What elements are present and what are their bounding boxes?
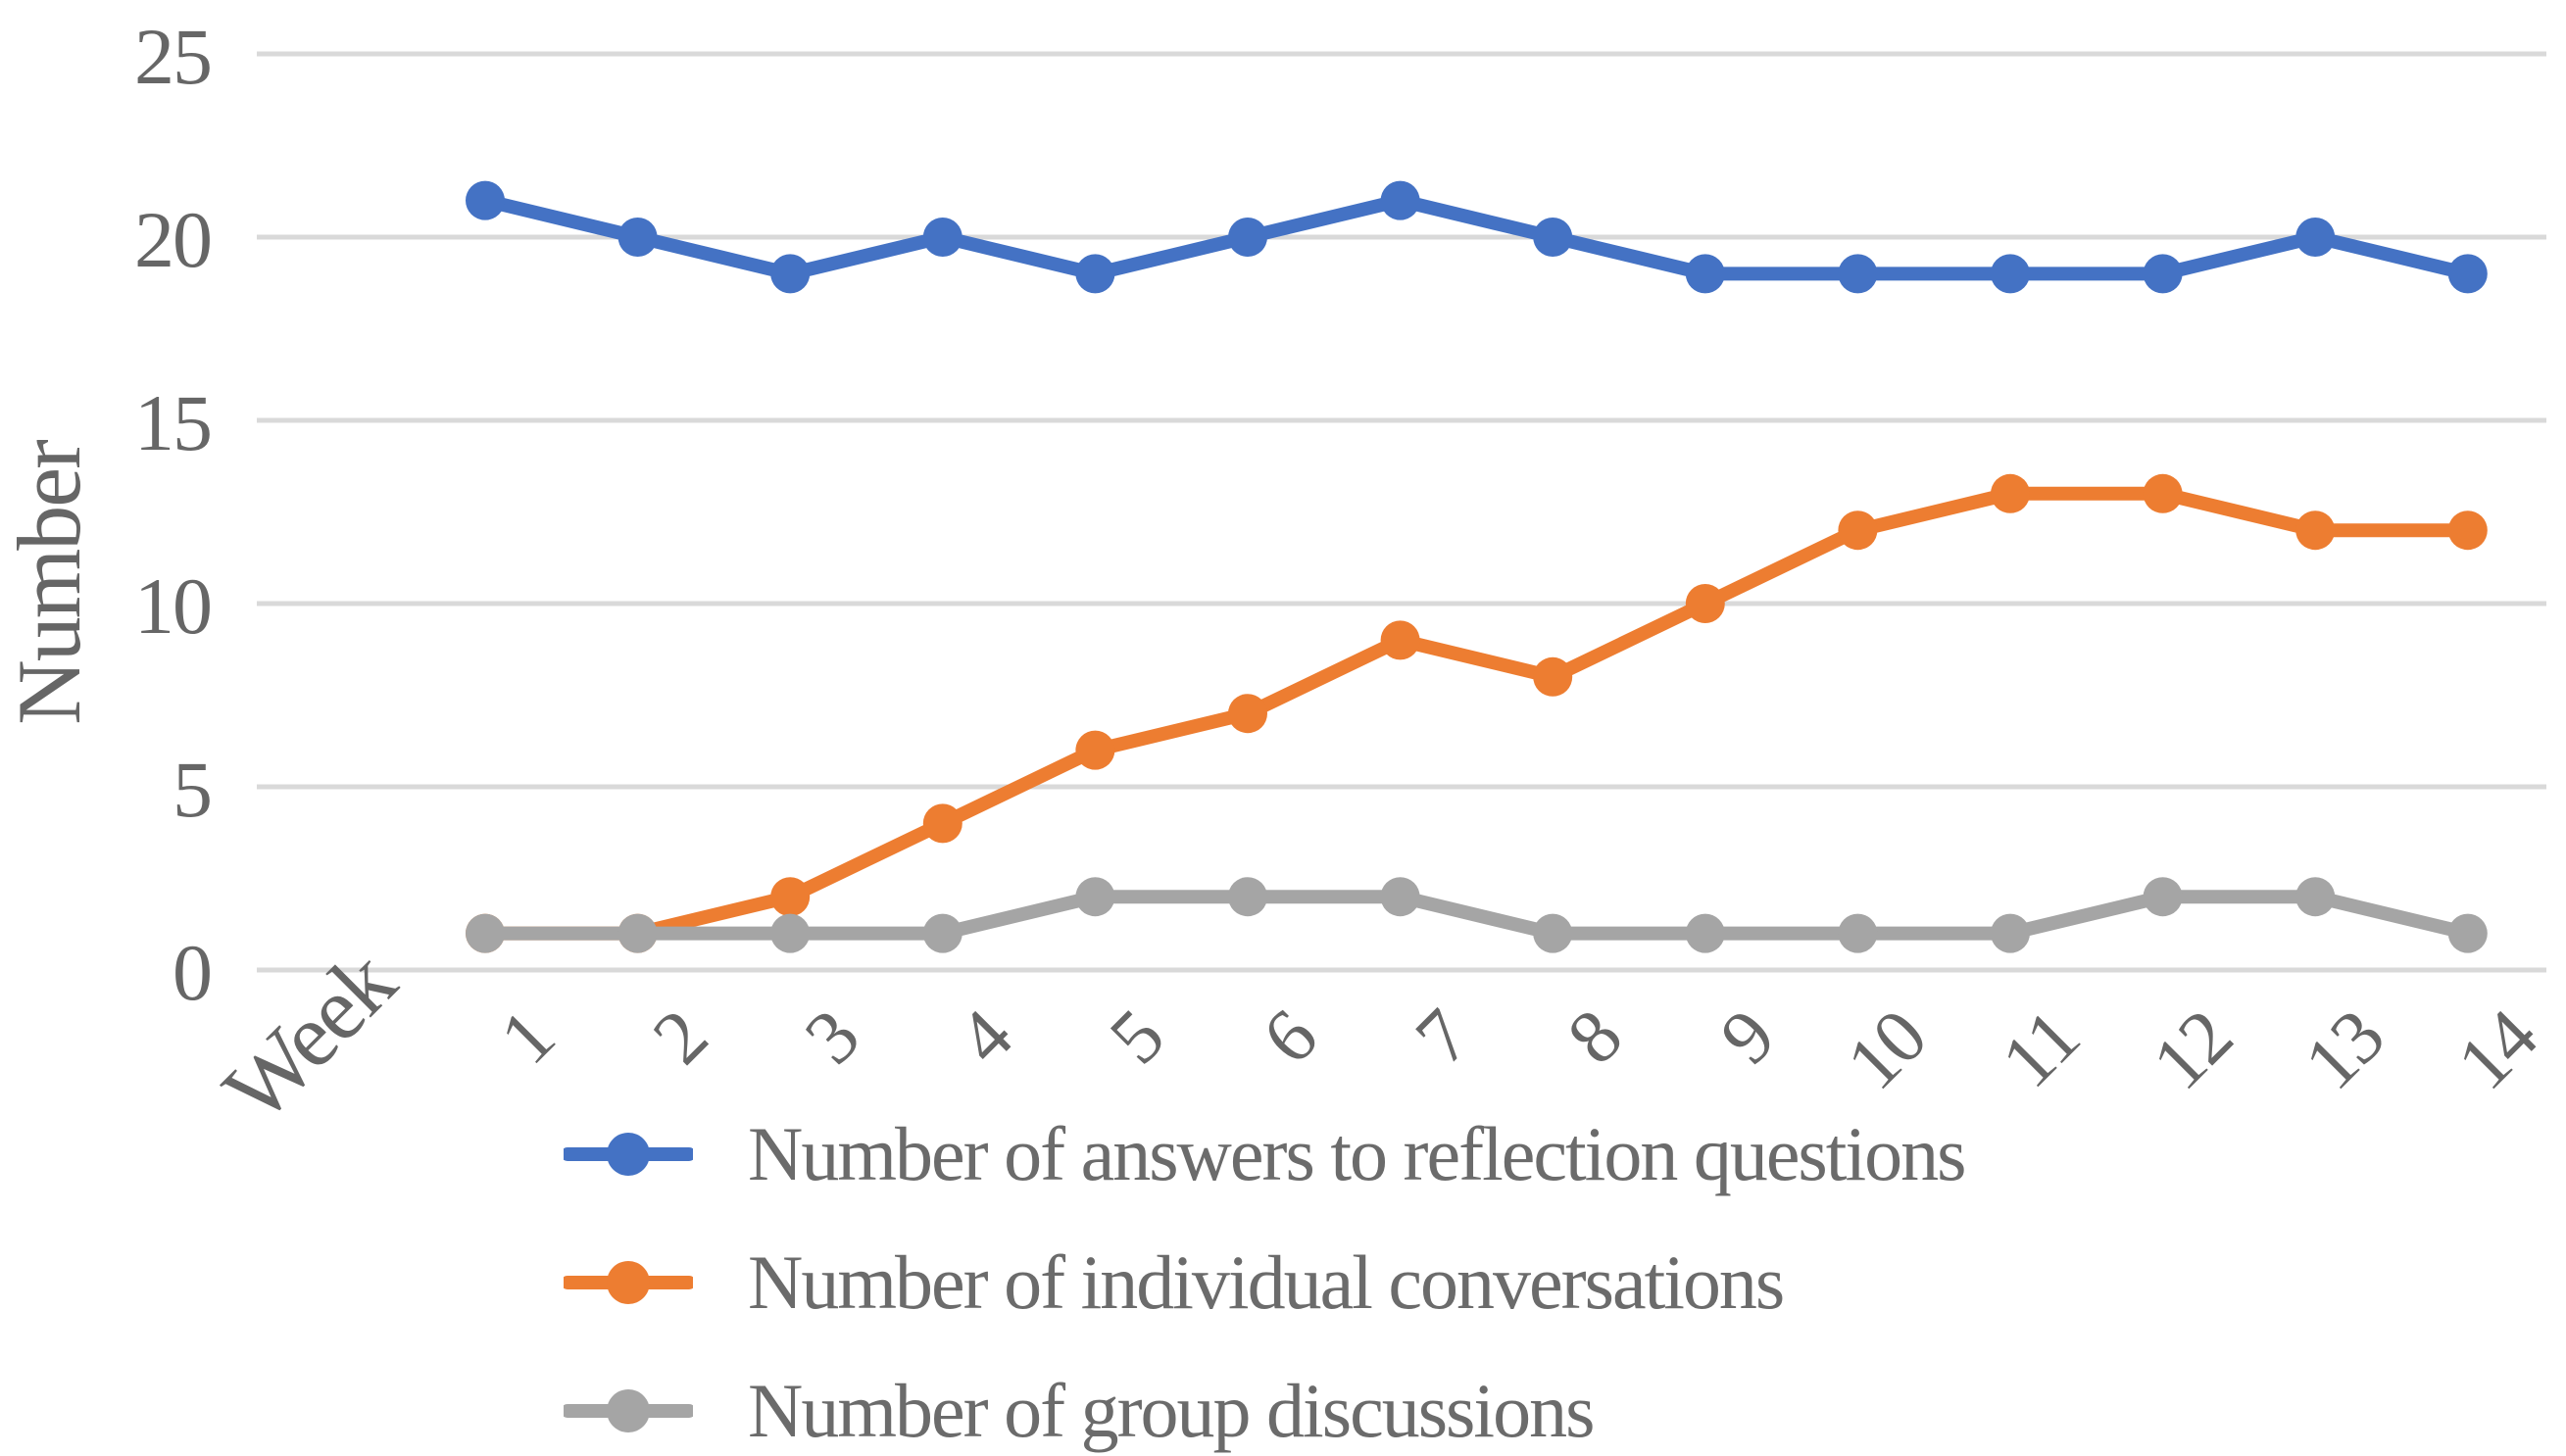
data-point (2143, 473, 2183, 513)
data-point (2295, 218, 2336, 257)
series-0 (466, 180, 2488, 294)
data-point (2143, 254, 2183, 294)
y-axis-title: Number (0, 441, 99, 725)
legend: Number of answers to reflection question… (564, 1105, 1966, 1456)
legend-label: Number of individual conversations (748, 1239, 1785, 1325)
data-point (922, 218, 962, 257)
data-point (1075, 877, 1115, 917)
data-point (617, 218, 658, 257)
data-point (1228, 694, 1267, 734)
data-point (466, 180, 505, 220)
legend-label: Number of answers to reflection question… (748, 1111, 1966, 1196)
data-point (2143, 877, 2183, 917)
y-tick-label-15: 15 (134, 378, 213, 467)
data-point (2447, 254, 2488, 294)
data-point (1838, 510, 1878, 551)
data-point (770, 254, 811, 294)
data-point (1685, 584, 1725, 623)
data-point (1075, 730, 1115, 770)
data-point (1991, 473, 2030, 513)
data-point (1991, 913, 2030, 953)
data-point (2295, 510, 2336, 551)
series-layer (466, 180, 2488, 953)
data-point (1838, 913, 1878, 953)
series-2 (466, 877, 2488, 953)
data-point (2295, 877, 2336, 917)
series-line-0 (478, 193, 2475, 281)
data-point (1075, 254, 1115, 294)
series-line-2 (478, 890, 2475, 941)
data-point (1533, 913, 1573, 953)
data-point (1991, 254, 2030, 294)
legend-item-conversations: Number of individual conversations (564, 1234, 1965, 1332)
y-tick-label-25: 25 (134, 12, 213, 101)
data-point (466, 913, 505, 953)
legend-line-marker-icon (564, 1133, 693, 1176)
data-point (1838, 254, 1878, 294)
data-point (1533, 218, 1573, 257)
data-point (1380, 180, 1420, 220)
data-point (770, 877, 811, 917)
y-tick-label-20: 20 (134, 195, 213, 284)
data-point (617, 913, 658, 953)
legend-line-marker-icon (564, 1261, 693, 1304)
y-tick-label-10: 10 (134, 561, 213, 651)
data-point (922, 913, 962, 953)
legend-label: Number of group discussions (748, 1368, 1595, 1453)
data-point (1533, 656, 1573, 697)
data-point (1685, 913, 1725, 953)
series-1 (466, 473, 2488, 953)
data-point (1228, 218, 1267, 257)
legend-item-answers: Number of answers to reflection question… (564, 1105, 1966, 1203)
series-line-1 (478, 486, 2475, 941)
legend-line-marker-icon (564, 1389, 693, 1432)
data-point (1228, 877, 1267, 917)
data-point (1685, 254, 1725, 294)
data-point (2447, 510, 2488, 551)
y-tick-label-0: 0 (173, 928, 213, 1017)
data-point (2447, 913, 2488, 953)
data-point (770, 913, 811, 953)
legend-item-discussions: Number of group discussions (564, 1362, 1965, 1456)
data-point (1380, 620, 1420, 660)
y-tick-label-5: 5 (173, 745, 213, 834)
data-point (922, 803, 962, 844)
data-point (1380, 877, 1420, 917)
